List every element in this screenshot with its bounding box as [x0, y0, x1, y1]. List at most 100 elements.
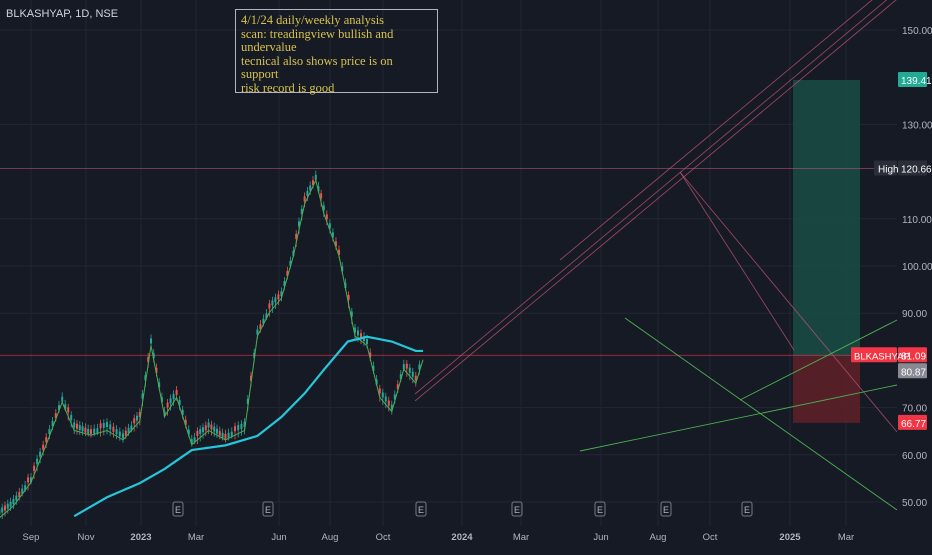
candle-body[interactable]: [100, 423, 102, 428]
candle-body[interactable]: [176, 390, 178, 395]
candle-body[interactable]: [357, 330, 359, 335]
candle-body[interactable]: [224, 434, 226, 439]
candle-body[interactable]: [15, 496, 17, 501]
candle-body[interactable]: [208, 422, 210, 427]
event-marker-label: E: [265, 505, 271, 515]
x-tick-label: Oct: [703, 532, 718, 543]
candle-body[interactable]: [76, 424, 78, 429]
candle-body[interactable]: [382, 392, 384, 397]
x-tick-label: Mar: [838, 532, 854, 543]
candle-body[interactable]: [10, 502, 12, 507]
x-tick-label: 2023: [130, 532, 151, 543]
candle-body[interactable]: [79, 425, 81, 430]
candle-body[interactable]: [219, 431, 221, 436]
candle-body[interactable]: [73, 422, 75, 427]
candle-body[interactable]: [385, 397, 387, 402]
candle-body[interactable]: [216, 429, 218, 434]
candle-body[interactable]: [67, 407, 69, 412]
candle-body[interactable]: [36, 459, 38, 464]
candle-body[interactable]: [222, 433, 224, 438]
x-tick-label: 2025: [779, 532, 801, 543]
event-marker-label: E: [744, 505, 750, 515]
candle-body[interactable]: [234, 426, 236, 431]
trendline[interactable]: [560, 0, 932, 260]
long-ma-line[interactable]: [74, 337, 423, 516]
candle-body[interactable]: [274, 297, 276, 302]
candle-body[interactable]: [240, 424, 242, 429]
profit-zone[interactable]: [793, 80, 860, 356]
candle-body[interactable]: [12, 499, 14, 504]
symbol-tag-label: BLKASHYAP: [854, 351, 910, 362]
candle-body[interactable]: [27, 477, 29, 482]
candle-body[interactable]: [277, 294, 279, 299]
short-ma-line[interactable]: [0, 180, 423, 520]
note-line: undervalue: [241, 41, 432, 55]
loss-zone[interactable]: [793, 356, 860, 423]
note-line: 4/1/24 daily/weekly analysis: [241, 14, 432, 28]
candle-body[interactable]: [388, 401, 390, 406]
candle-body[interactable]: [150, 339, 152, 344]
candle-body[interactable]: [119, 432, 121, 437]
high-tag-label: High: [878, 164, 899, 175]
candle-body[interactable]: [82, 426, 84, 431]
x-tick-label: Sep: [23, 532, 40, 543]
candle-body[interactable]: [84, 428, 86, 433]
candle-body[interactable]: [103, 423, 105, 428]
candle-body[interactable]: [271, 300, 273, 305]
candle-body[interactable]: [136, 416, 138, 421]
candle-body[interactable]: [106, 422, 108, 427]
y-tick-label: 100.00: [902, 262, 932, 273]
candle-body[interactable]: [173, 394, 175, 399]
candle-body[interactable]: [210, 425, 212, 430]
analysis-note[interactable]: 4/1/24 daily/weekly analysis scan: tread…: [235, 9, 438, 93]
candle-body[interactable]: [412, 372, 414, 377]
candle-body[interactable]: [7, 504, 9, 509]
event-marker-label: E: [663, 505, 669, 515]
trendline[interactable]: [680, 172, 794, 350]
symbol-title[interactable]: BLKASHYAP, 1D, NSE: [6, 8, 118, 20]
trendline[interactable]: [680, 172, 897, 432]
y-tick-label: 130.00: [902, 120, 932, 131]
event-marker-label: E: [597, 505, 603, 515]
candle-body[interactable]: [125, 431, 127, 436]
candle-body[interactable]: [366, 339, 368, 344]
candle-body[interactable]: [406, 364, 408, 369]
candle-body[interactable]: [33, 466, 35, 471]
candle-body[interactable]: [70, 415, 72, 420]
candle-body[interactable]: [87, 429, 89, 434]
x-tick-label: Mar: [513, 532, 529, 543]
candle-body[interactable]: [112, 427, 114, 432]
candle-body[interactable]: [228, 433, 230, 438]
candle-body[interactable]: [304, 196, 306, 201]
candle-body[interactable]: [109, 424, 111, 429]
candle-body[interactable]: [42, 445, 44, 450]
y-tick-label: 70.00: [902, 404, 927, 415]
note-line: tecnical also shows price is on support: [241, 55, 432, 82]
candle-body[interactable]: [167, 403, 169, 408]
candle-body[interactable]: [93, 429, 95, 434]
stop-price-label: 66.77: [901, 419, 926, 430]
candle-body[interactable]: [196, 431, 198, 436]
candle-body[interactable]: [116, 429, 118, 434]
candle-body[interactable]: [170, 398, 172, 403]
candle-body[interactable]: [213, 427, 215, 432]
candle-body[interactable]: [90, 429, 92, 434]
candle-body[interactable]: [268, 303, 270, 308]
candle-body[interactable]: [122, 433, 124, 438]
candle-body[interactable]: [306, 191, 308, 196]
x-tick-label: Nov: [78, 532, 95, 543]
candle-body[interactable]: [96, 428, 98, 433]
candle-body[interactable]: [1, 507, 3, 512]
candle-body[interactable]: [315, 175, 317, 180]
candle-body[interactable]: [237, 425, 239, 430]
candle-body[interactable]: [199, 429, 201, 434]
candle-body[interactable]: [4, 506, 6, 511]
candle-body[interactable]: [205, 425, 207, 430]
candle-body[interactable]: [409, 368, 411, 373]
y-tick-label: 110.00: [902, 215, 932, 226]
candle-body[interactable]: [39, 452, 41, 457]
candle-body[interactable]: [133, 418, 135, 423]
candle-body[interactable]: [202, 427, 204, 432]
